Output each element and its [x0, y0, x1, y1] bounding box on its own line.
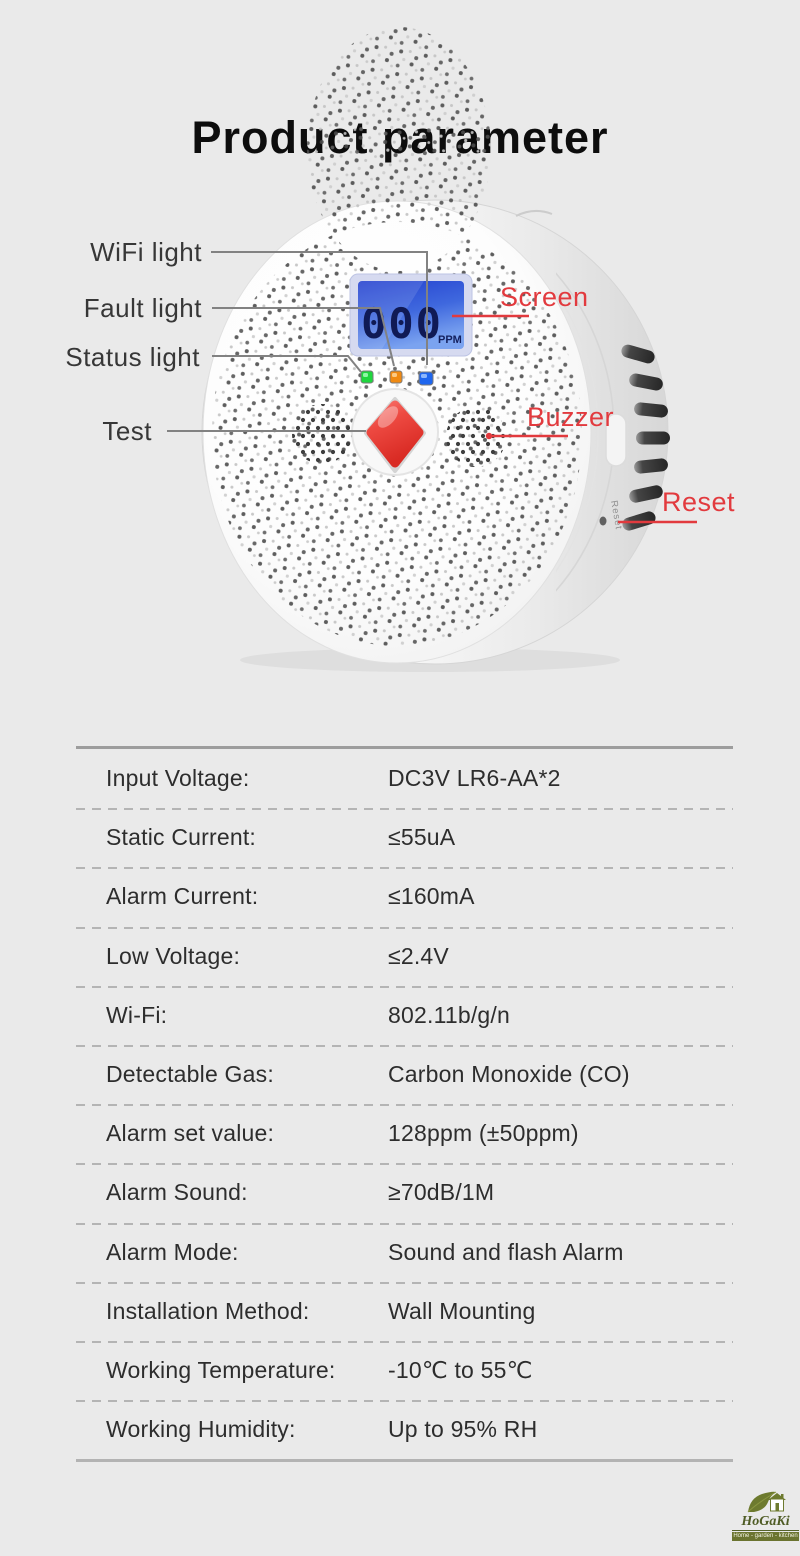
spec-label: Working Humidity:	[106, 1416, 296, 1443]
spec-value: Wall Mounting	[388, 1297, 536, 1324]
spec-value: DC3V LR6-AA*2	[388, 765, 561, 792]
lcd-screen: 000 PPM	[349, 273, 473, 357]
table-row: Installation Method: Wall Mounting	[76, 1281, 733, 1341]
callout-buzzer: Buzzer	[527, 402, 615, 432]
fault-led-orange	[389, 370, 403, 384]
logo-name: HoGaKi	[732, 1514, 799, 1531]
spec-value: 802.11b/g/n	[388, 1001, 510, 1028]
table-row: Static Current: ≤55uA	[76, 808, 733, 868]
spec-label: Alarm Sound:	[106, 1179, 248, 1206]
callout-screen: Screen	[500, 282, 589, 312]
spec-label: Detectable Gas:	[106, 1061, 274, 1088]
top-notch	[515, 210, 553, 217]
spec-label: Low Voltage:	[106, 942, 241, 969]
wifi-led-blue	[418, 371, 434, 386]
logo-leaf-house-icon	[747, 1491, 786, 1513]
callout-lines-gray	[167, 251, 428, 432]
side-pill-button	[605, 413, 627, 467]
spec-value: 128ppm (±50ppm)	[388, 1120, 579, 1147]
spec-value: Sound and flash Alarm	[388, 1238, 624, 1265]
spec-label: Static Current:	[106, 824, 256, 851]
side-vents	[621, 344, 670, 531]
test-button	[364, 397, 426, 473]
table-row: Input Voltage: DC3V LR6-AA*2	[76, 749, 733, 808]
spec-label: Working Temperature:	[106, 1356, 336, 1383]
callout-test: Test	[102, 416, 152, 446]
callout-lines-red	[452, 314, 697, 524]
buzzer-dot-cluster	[446, 407, 506, 467]
table-row: Low Voltage: ≤2.4V	[76, 926, 733, 986]
spec-label: Alarm Current:	[106, 883, 259, 910]
callout-reset: Reset	[662, 487, 736, 517]
table-row: Working Humidity: Up to 95% RH	[76, 1400, 733, 1460]
table-row: Detectable Gas: Carbon Monoxide (CO)	[76, 1044, 733, 1105]
spec-value: -10℃ to 55℃	[388, 1356, 533, 1383]
spec-value: ≤55uA	[388, 824, 456, 851]
lcd-unit: PPM	[438, 334, 462, 346]
brand-logo: HoGaKi Home - garden - kitchen	[732, 1490, 799, 1541]
callout-wifi-light: WiFi light	[90, 237, 202, 267]
spec-value: Up to 95% RH	[388, 1416, 538, 1443]
table-row: Alarm Current: ≤160mA	[76, 867, 733, 927]
spec-label: Installation Method:	[106, 1297, 310, 1324]
buzzer-pointer-dot	[485, 432, 493, 440]
device-illustration: Reset 000 PPM	[167, 27, 697, 672]
spec-label: Alarm set value:	[106, 1120, 275, 1147]
callout-fault-light: Fault light	[83, 293, 202, 323]
table-row: Alarm Sound: ≥70dB/1M	[76, 1163, 733, 1223]
spec-label: Input Voltage:	[106, 765, 250, 792]
spec-label: Wi-Fi:	[106, 1001, 168, 1028]
table-row: Wi-Fi: 802.11b/g/n	[76, 985, 733, 1045]
reset-hole	[599, 516, 607, 526]
spec-value: ≤160mA	[388, 883, 475, 910]
callout-status-light: Status light	[65, 342, 200, 372]
table-row: Alarm Mode: Sound and flash Alarm	[76, 1222, 733, 1282]
spec-label: Alarm Mode:	[106, 1238, 239, 1265]
spec-value: ≥70dB/1M	[388, 1179, 495, 1206]
spec-table: Input Voltage: DC3V LR6-AA*2 Static Curr…	[76, 746, 733, 1463]
left-dot-cluster	[292, 404, 352, 464]
spec-value: ≤2.4V	[388, 942, 449, 969]
table-row: Alarm set value: 128ppm (±50ppm)	[76, 1104, 733, 1164]
status-led-green	[360, 370, 374, 384]
spec-value: Carbon Monoxide (CO)	[388, 1061, 630, 1088]
lcd-value: 000	[361, 299, 443, 348]
table-row: Working Temperature: -10℃ to 55℃	[76, 1340, 733, 1401]
logo-tagline: Home - garden - kitchen	[732, 1532, 799, 1541]
